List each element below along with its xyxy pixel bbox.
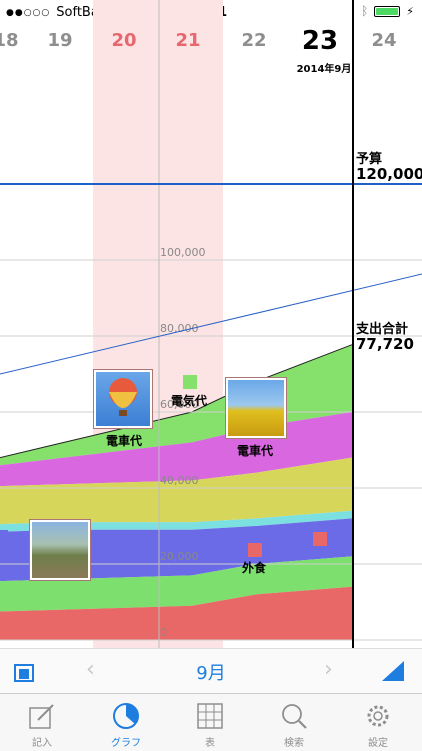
entry-label: 外食 xyxy=(242,561,267,575)
y-tick-label: 80,000 xyxy=(160,322,199,335)
tab-entry[interactable]: 記入 xyxy=(0,694,84,751)
day-label[interactable]: 18 xyxy=(0,30,19,51)
day-label[interactable]: 24 xyxy=(371,30,397,51)
y-tick-label: 60,000 xyxy=(160,398,199,411)
current-month-label: 2014年9月 xyxy=(296,64,352,75)
today-icon[interactable] xyxy=(14,662,36,682)
area-series xyxy=(0,556,352,612)
budget-value: 120,000 xyxy=(356,165,422,183)
tab-search[interactable]: 検索 xyxy=(252,694,336,751)
tab-settings[interactable]: 設定 xyxy=(336,694,420,751)
charging-icon: ⚡ xyxy=(406,4,414,18)
day-label[interactable]: 22 xyxy=(241,30,267,51)
tab-bar: 記入 グラフ 表 検索 設定 xyxy=(0,693,422,751)
table-icon xyxy=(197,703,223,729)
day-label[interactable]: 21 xyxy=(175,30,201,51)
entry-label: 電車代 xyxy=(237,444,274,458)
area-series xyxy=(0,586,352,640)
search-icon xyxy=(282,704,307,729)
y-tick-label: 40,000 xyxy=(160,474,199,487)
y-tick-label: 0 xyxy=(160,626,167,639)
sunflower-photo[interactable] xyxy=(226,378,286,438)
budget-label: 予算 xyxy=(356,152,383,167)
entry-label: 電気代 xyxy=(171,394,208,408)
bluetooth-icon: ᛒ xyxy=(361,4,369,18)
area-series xyxy=(0,457,352,525)
tab-table[interactable]: 表 xyxy=(168,694,252,751)
next-month-button[interactable]: › xyxy=(324,657,333,682)
entry-marker[interactable] xyxy=(0,530,8,544)
day-label[interactable]: 23 xyxy=(301,26,339,56)
chart-mode-icon[interactable] xyxy=(382,661,404,681)
entry-label: 電車代 xyxy=(106,434,143,448)
trend-line xyxy=(0,273,422,375)
total-value: 77,720 xyxy=(356,335,414,353)
tab-graph[interactable]: グラフ xyxy=(84,694,168,751)
day-label[interactable]: 20 xyxy=(111,30,137,51)
pencil-icon xyxy=(29,704,54,729)
entry-marker[interactable] xyxy=(183,375,197,389)
gear-icon xyxy=(367,705,389,727)
month-navbar: ‹ 9月 › xyxy=(0,648,422,693)
signal-icon: ●●○○○ xyxy=(6,7,51,18)
entry-marker[interactable] xyxy=(313,532,327,546)
pie-chart-icon xyxy=(113,703,139,729)
balloon-photo[interactable] xyxy=(94,370,152,428)
prev-month-button[interactable]: ‹ xyxy=(86,657,95,682)
month-title[interactable]: 9月 xyxy=(196,663,226,684)
balloon-icon xyxy=(109,378,137,416)
mountain-photo[interactable] xyxy=(30,520,90,580)
day-label[interactable]: 19 xyxy=(47,30,73,51)
total-label: 支出合計 xyxy=(356,322,409,337)
y-tick-label: 100,000 xyxy=(160,246,206,259)
battery-icon xyxy=(374,5,401,17)
y-tick-label: 20,000 xyxy=(160,550,199,563)
entry-marker[interactable] xyxy=(248,543,262,557)
